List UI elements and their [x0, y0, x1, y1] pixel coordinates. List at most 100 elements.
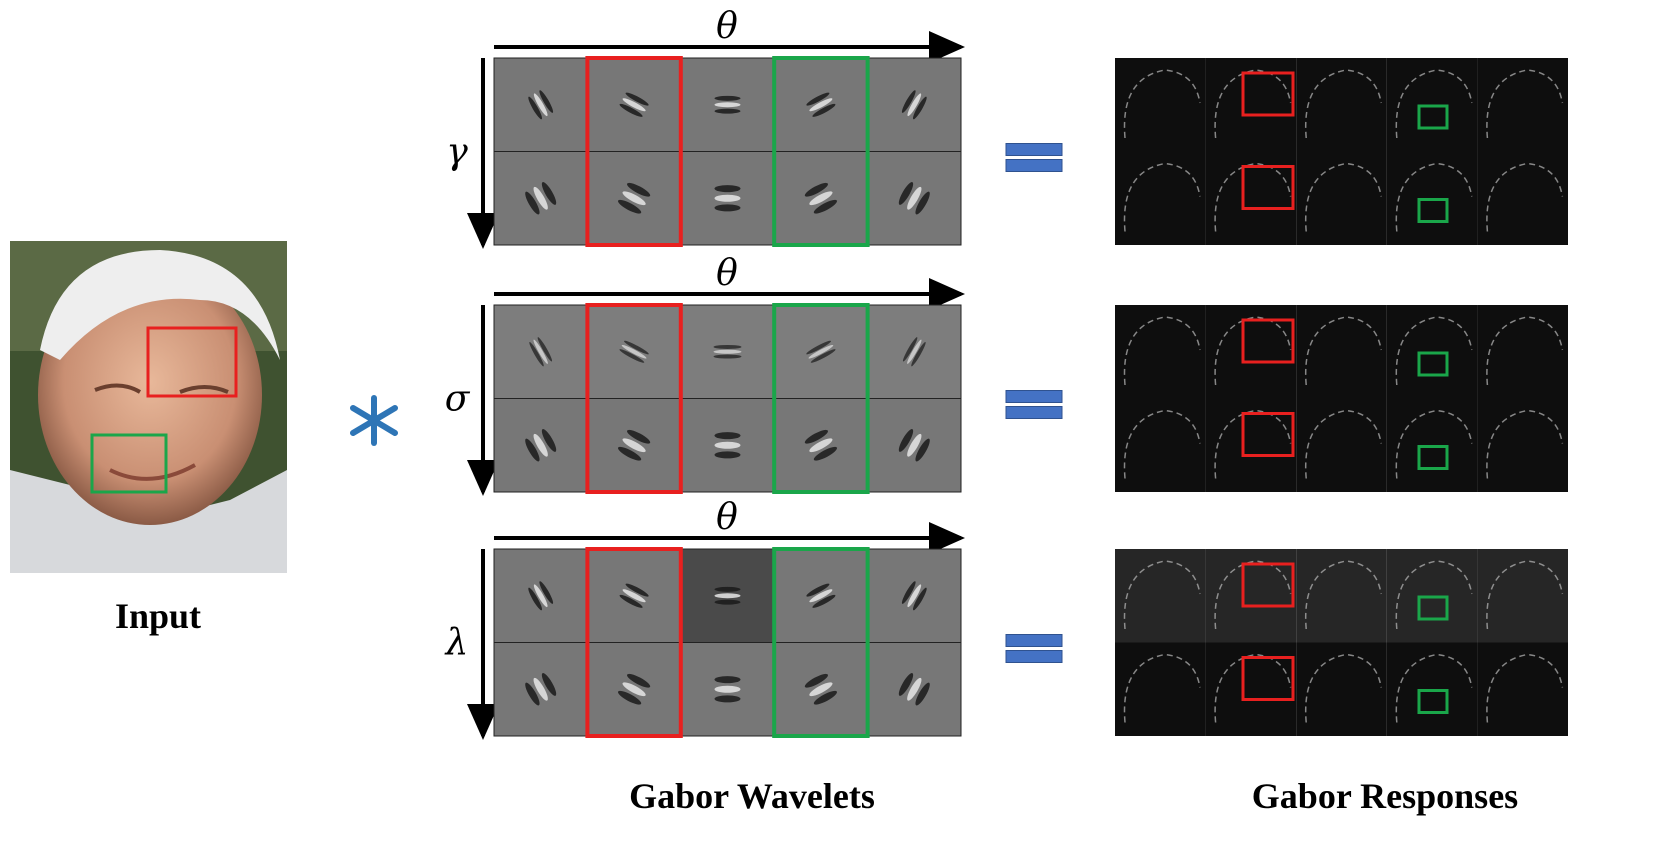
gabor-stripe: [714, 432, 741, 440]
gabor-stripe: [902, 337, 918, 362]
gabor-stripe: [714, 695, 741, 703]
gabor-stripe: [619, 594, 643, 608]
response-cell: [1477, 642, 1568, 736]
wavelet-group: θλ: [444, 497, 1568, 740]
response-edge: [1395, 409, 1473, 479]
gabor-stripe: [714, 108, 741, 114]
gabor-stripe: [713, 349, 742, 354]
gabor-stripe: [804, 429, 828, 444]
gabor-patch: [525, 673, 557, 706]
response-green: [1417, 104, 1449, 130]
gabor-stripe: [808, 344, 834, 359]
response-edge: [1123, 316, 1201, 386]
response-red: [1241, 412, 1295, 457]
gabor-stripe: [915, 682, 930, 706]
gabor-stripe: [533, 93, 548, 117]
gabor-stripe: [714, 194, 741, 202]
response-cell: [1296, 642, 1387, 736]
response-edge: [1395, 69, 1473, 139]
equals-bar: [1005, 390, 1063, 403]
gabor-stripe: [810, 349, 836, 363]
response-cell: [1115, 58, 1206, 152]
param-label: σ: [445, 379, 471, 420]
gabor-stripe: [528, 587, 543, 611]
convolution-symbol: [350, 395, 398, 446]
input-photo: [10, 241, 287, 573]
gabor-patch: [619, 340, 649, 363]
gabor-patch: [804, 673, 838, 705]
response-edge: [1214, 316, 1292, 386]
gabor-stripe: [898, 673, 914, 696]
response-green: [1417, 445, 1449, 470]
response-cell: [1296, 549, 1387, 643]
gabor-stripe: [713, 344, 742, 349]
gabor-stripe: [625, 92, 649, 106]
gabor-stripe: [714, 593, 741, 599]
response-edge: [1395, 560, 1473, 630]
response-cell: [1115, 151, 1206, 245]
gabor-stripe: [617, 446, 642, 461]
gabor-stripe: [804, 182, 828, 197]
response-cell: [1296, 398, 1387, 492]
response-edge: [1123, 560, 1201, 630]
gabor-stripe: [714, 451, 741, 459]
theta-label: θ: [716, 6, 738, 47]
gabor-stripe: [619, 349, 645, 363]
response-edge: [1123, 653, 1201, 723]
gabor-patch: [898, 182, 930, 215]
input-label: Input: [115, 596, 201, 636]
gabor-stripe: [623, 340, 649, 355]
gabor-patch: [898, 429, 930, 462]
response-edge: [1214, 409, 1292, 479]
gabor-stripe: [898, 429, 914, 452]
gabor-stripe: [619, 103, 643, 117]
gabor-stripe: [809, 438, 833, 453]
response-edge: [1486, 653, 1564, 723]
equals-bar: [1005, 650, 1063, 663]
gabor-stripe: [525, 682, 540, 706]
equals-bar: [1005, 406, 1063, 419]
response-cell: [1477, 305, 1568, 399]
response-edge: [1304, 409, 1382, 479]
gabor-stripe: [622, 438, 646, 453]
gabor-stripe: [714, 676, 741, 684]
responses-caption: Gabor Responses: [1252, 776, 1518, 816]
gabor-stripe: [714, 185, 741, 193]
gabor-stripe: [622, 682, 646, 697]
gabor-stripe: [533, 339, 548, 364]
response-edge: [1486, 316, 1564, 386]
gabor-patch: [898, 673, 930, 706]
gabor-stripe: [901, 90, 916, 113]
gabor-stripe: [617, 690, 642, 705]
response-edge: [1486, 560, 1564, 630]
gabor-patch: [714, 586, 741, 605]
response-edge: [1123, 162, 1201, 232]
gabor-stripe: [907, 433, 922, 457]
gabor-stripe: [529, 341, 544, 367]
response-edge: [1123, 409, 1201, 479]
response-edge: [1214, 162, 1292, 232]
gabor-patch: [525, 429, 557, 462]
wavelets-caption: Gabor Wavelets: [629, 776, 875, 816]
gabor-stripe: [812, 594, 836, 608]
gabor-patch: [806, 340, 836, 363]
response-cell: [1477, 151, 1568, 245]
gabor-patch: [714, 95, 741, 114]
gabor-stripe: [617, 199, 642, 214]
response-green: [1417, 689, 1449, 714]
gabor-stripe: [809, 589, 833, 603]
response-cell: [1296, 151, 1387, 245]
gabor-patch: [901, 90, 927, 120]
response-edge: [1304, 560, 1382, 630]
gabor-patch: [804, 182, 838, 214]
gabor-stripe: [714, 685, 741, 693]
gabor-patch: [619, 583, 649, 608]
gabor-stripe: [813, 446, 838, 461]
gabor-stripe: [525, 191, 540, 215]
response-red: [1241, 165, 1295, 210]
gabor-patch: [806, 92, 836, 117]
gabor-stripe: [806, 340, 832, 355]
gabor-patch: [806, 583, 836, 608]
gabor-patch: [525, 182, 557, 215]
gabor-stripe: [622, 589, 646, 603]
